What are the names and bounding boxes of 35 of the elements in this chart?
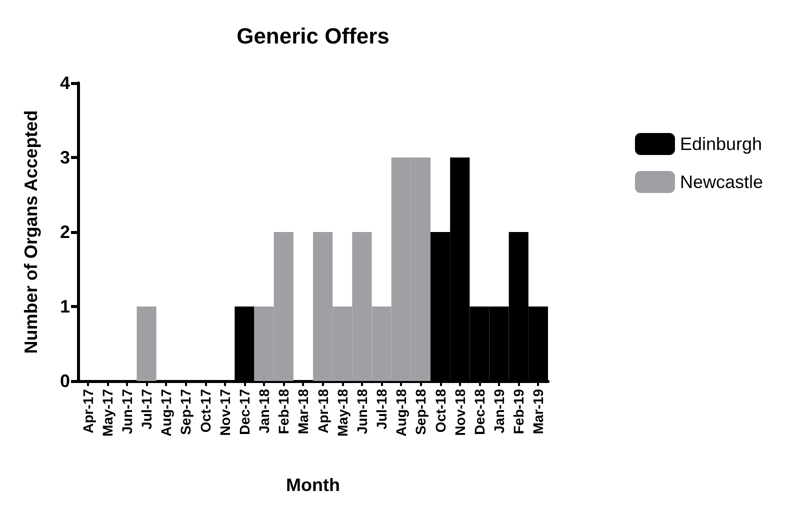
x-tick-label: Mar-18 xyxy=(295,388,312,434)
x-tick-label: Dec-17 xyxy=(236,388,252,435)
x-tick-label: Oct-18 xyxy=(432,388,448,433)
y-tick-label: 0 xyxy=(60,371,70,391)
x-tick-label: Aug-18 xyxy=(393,388,410,436)
x-tick-label: Mar-19 xyxy=(530,388,546,434)
chart-title: Generic Offers xyxy=(236,24,390,48)
legend-label: Edinburgh xyxy=(680,134,762,154)
x-tick-label: Apr-17 xyxy=(80,388,96,434)
x-tick-label: Jun-17 xyxy=(118,388,135,434)
y-tick-label: 2 xyxy=(60,222,70,242)
x-tick-label: Sep-17 xyxy=(178,388,194,435)
y-tick-label: 4 xyxy=(60,73,70,93)
x-tick-label: Feb-18 xyxy=(276,388,292,434)
x-tick-label: Jan-18 xyxy=(256,388,272,434)
x-tick-label: Feb-19 xyxy=(510,388,527,434)
x-tick-label: Dec-18 xyxy=(471,388,488,435)
x-tick-label: Apr-18 xyxy=(314,388,331,434)
y-axis-title: Number of Organs Accepted xyxy=(21,110,41,354)
y-tick-label: 3 xyxy=(60,148,70,168)
y-tick-label: 1 xyxy=(60,296,70,316)
x-tick-label: Aug-17 xyxy=(158,388,174,436)
bar xyxy=(136,306,156,381)
x-tick-label: Oct-17 xyxy=(197,388,214,433)
x-tick-label: Nov-18 xyxy=(452,388,468,436)
x-tick-label: Jul-17 xyxy=(138,388,155,430)
x-tick-label: May-17 xyxy=(99,388,116,436)
x-tick-label: Jan-19 xyxy=(491,388,508,434)
legend-label: Newcastle xyxy=(680,172,763,192)
x-tick-label: Nov-17 xyxy=(216,388,233,436)
x-tick-label: Jul-18 xyxy=(374,388,390,430)
x-tick-label: Sep-18 xyxy=(412,388,429,435)
x-tick-label: Jun-18 xyxy=(354,388,370,434)
x-tick-label: May-18 xyxy=(334,388,350,436)
x-axis-title: Month xyxy=(286,475,340,495)
